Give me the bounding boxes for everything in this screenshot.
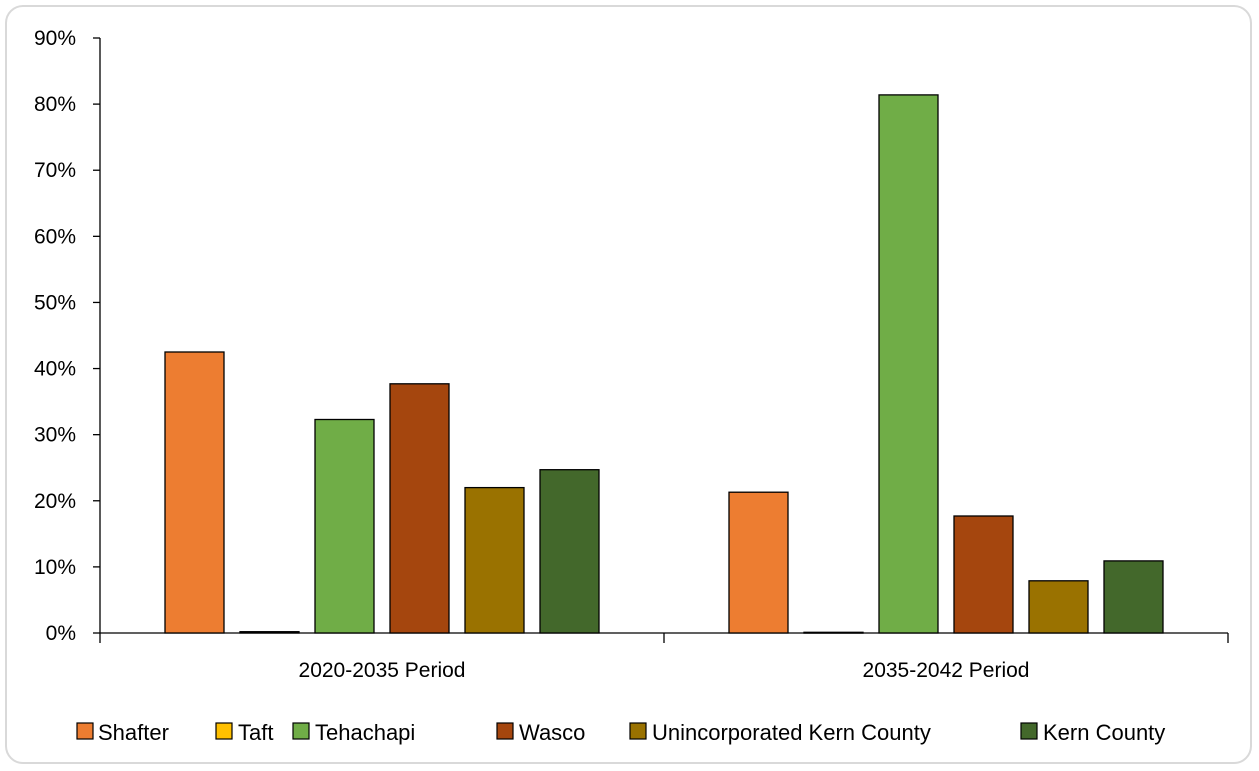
y-tick-label: 50% — [34, 291, 76, 314]
bar-unincorporated-kern-county-1 — [464, 486, 525, 634]
y-tick-label: 30% — [34, 424, 76, 447]
bar-taft-2 — [803, 631, 864, 634]
y-tick-label: 90% — [34, 27, 76, 50]
y-tick-label: 20% — [34, 490, 76, 513]
bars — [164, 94, 1164, 634]
x-category-label: 2035-2042 Period — [863, 659, 1030, 682]
legend-swatch-taft — [215, 722, 233, 740]
bar-shafter-2 — [728, 491, 789, 634]
legend-swatch-wasco — [496, 722, 514, 740]
legend: Shafter Taft Tehachapi Wasco Unincorporated … — [76, 720, 1165, 745]
bar-taft-1 — [239, 631, 300, 634]
bar-wasco-1 — [389, 383, 450, 634]
y-tick-label: 10% — [34, 556, 76, 579]
legend-swatch-tehachapi — [292, 722, 310, 740]
x-category-label: 2020-2035 Period — [299, 659, 466, 682]
legend-swatch-kern-county — [1020, 722, 1038, 740]
y-axis: 0% 10% 20% 30% 40% 50% 60% 70% 80% 90% — [34, 27, 101, 645]
y-tick-label: 80% — [34, 93, 76, 116]
bar-kern-county-2 — [1103, 560, 1164, 634]
legend-label: Taft — [238, 720, 273, 745]
bar-tehachapi-2 — [878, 94, 939, 634]
legend-label: Kern County — [1043, 720, 1165, 745]
legend-swatch-shafter — [76, 722, 94, 740]
y-tick-label: 60% — [34, 225, 76, 248]
bar-shafter-1 — [164, 351, 225, 634]
legend-label: Tehachapi — [315, 720, 415, 745]
legend-label: Wasco — [519, 720, 585, 745]
legend-label: Shafter — [98, 720, 169, 745]
x-axis: 2020-2035 Period 2035-2042 Period — [99, 632, 1229, 682]
y-tick-label: 70% — [34, 159, 76, 182]
bar-tehachapi-1 — [314, 418, 375, 634]
legend-label: Unincorporated Kern County — [652, 720, 931, 745]
bar-wasco-2 — [953, 515, 1014, 634]
legend-swatch-unincorporated-kern-county — [629, 722, 647, 740]
y-tick-label: 40% — [34, 358, 76, 381]
bar-unincorporated-kern-county-2 — [1028, 580, 1089, 634]
y-tick-label: 0% — [46, 622, 76, 645]
bar-kern-county-1 — [539, 469, 600, 634]
